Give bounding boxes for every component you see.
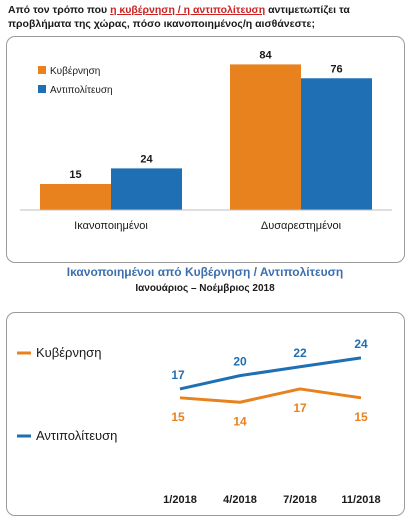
legend-label-1: Αντιπολίτευση [50,84,113,96]
question-text: Από τον τρόπο που η κυβέρνηση / η αντιπο… [8,3,406,31]
question-text-start: Από τον τρόπο που [8,4,111,16]
point-label-0-1: 14 [233,414,247,428]
x-tick-label-0: 1/2018 [163,494,197,506]
x-tick-label-3: 11/2018 [341,494,380,506]
bar-value-0-0: 15 [69,169,81,181]
bar-0-0 [40,184,111,210]
bar-0-1 [111,168,182,210]
point-label-0-0: 15 [171,410,185,424]
question-text-highlight: η κυβέρνηση / η αντιπολίτευση [110,4,266,16]
point-label-1-1: 20 [233,355,247,369]
legend-swatch-1 [38,85,46,93]
series-line-1 [179,356,362,391]
legend-swatch-0 [38,66,46,74]
bar-value-0-1: 24 [140,153,153,165]
line-chart-panel [6,312,405,516]
legend-label-0: Κυβέρνηση [50,65,100,77]
point-label-0-2: 17 [293,401,307,415]
bar-value-1-1: 76 [330,63,342,75]
series-line-0 [179,387,362,404]
x-tick-label-1: 4/2018 [223,494,257,506]
line-chart-subtitle: Ιανουάριος – Νοέμβριος 2018 [135,283,275,294]
category-label-0: Ικανοποιημένοι [74,220,148,232]
bar-value-1-0: 84 [259,49,272,61]
line-legend-label-1: Αντιπολίτευση [36,428,117,443]
point-label-1-0: 17 [171,368,185,382]
bar-1-0 [230,64,301,211]
point-label-1-3: 24 [354,337,368,351]
point-label-1-2: 22 [293,346,307,360]
category-label-1: Δυσαρεστημένοι [261,220,342,232]
question-text-end: αντιμετωπίζει τα προβλήματα της χώρας, π… [8,4,350,30]
line-chart-title: Ικανοποιημένοι από Κυβέρνηση / Αντιπολίτ… [66,265,344,279]
line-legend-label-0: Κυβέρνηση [36,345,101,360]
point-label-0-3: 15 [354,410,368,424]
x-tick-label-2: 7/2018 [283,494,317,506]
bar-1-1 [301,78,372,211]
